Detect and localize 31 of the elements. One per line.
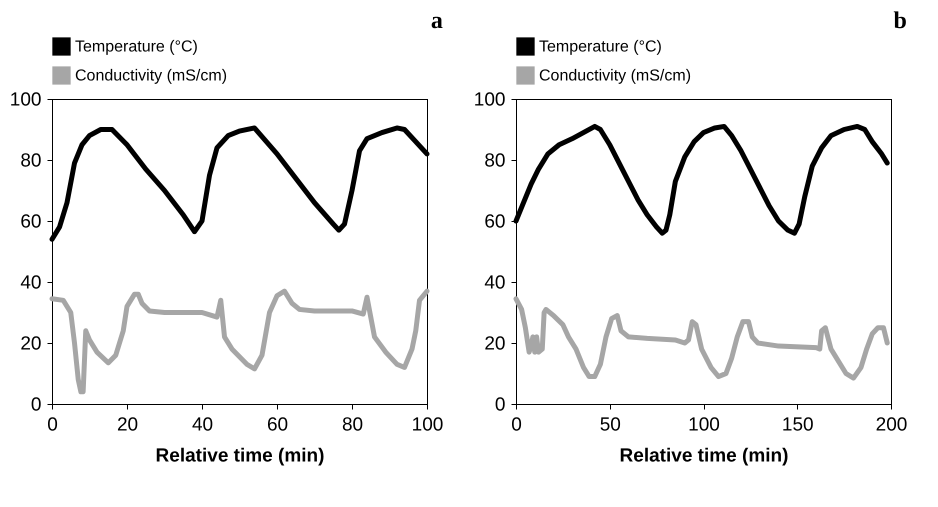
y-tick-label: 20 — [484, 334, 506, 354]
x-tick-label: 80 — [342, 414, 364, 436]
x-tick-label: 20 — [116, 414, 138, 436]
x-tick-label: 50 — [600, 414, 621, 436]
x-tick-label: 100 — [688, 414, 720, 436]
x-tick-label: 60 — [266, 414, 288, 436]
y-tick-label: 100 — [474, 90, 506, 110]
chart-title: b — [893, 8, 907, 34]
x-tick-label: 150 — [782, 414, 814, 436]
legend-label: Temperature (°C) — [539, 38, 662, 56]
y-tick-label: 40 — [484, 272, 506, 294]
y-tick-label: 80 — [484, 150, 506, 172]
y-tick-label: 20 — [20, 334, 42, 354]
legend-label: Temperature (°C) — [75, 38, 198, 56]
y-tick-label: 80 — [20, 150, 42, 172]
y-tick-label: 60 — [484, 212, 506, 232]
x-tick-label: 0 — [47, 414, 58, 436]
chart-title: a — [430, 8, 443, 34]
x-tick-label: 100 — [412, 414, 444, 436]
y-tick-label: 0 — [30, 394, 42, 416]
legend-label: Conductivity (mS/cm) — [75, 68, 228, 84]
x-tick-label: 0 — [511, 414, 522, 436]
y-tick-label: 40 — [20, 272, 42, 294]
x-tick-label: 40 — [192, 414, 214, 436]
x-axis-title: Relative time (min) — [620, 446, 788, 466]
legend-label: Conductivity (mS/cm) — [539, 68, 692, 84]
x-tick-label: 200 — [876, 414, 908, 436]
x-axis-title: Relative time (min) — [156, 446, 324, 466]
y-tick-label: 0 — [494, 394, 506, 416]
y-tick-label: 60 — [20, 212, 42, 232]
y-tick-label: 100 — [10, 90, 42, 110]
